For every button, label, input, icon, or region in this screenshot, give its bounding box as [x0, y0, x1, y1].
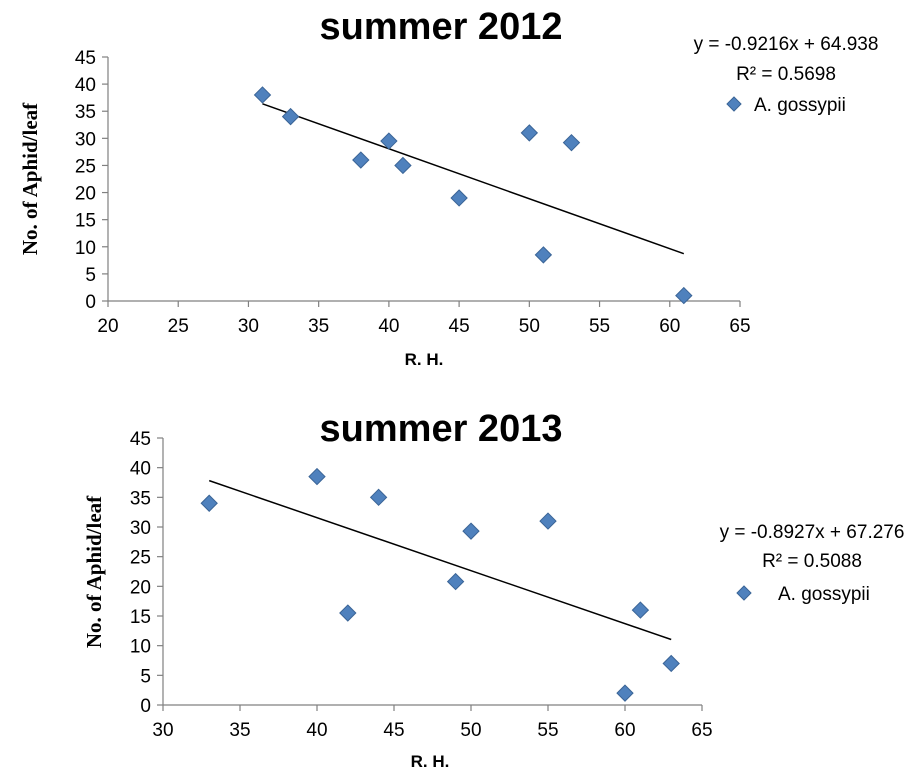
y-tick-label: 10: [130, 637, 151, 658]
x-tick-label: 30: [238, 316, 259, 337]
data-point: [369, 488, 388, 507]
data-point: [200, 494, 218, 512]
y-tick-label: 5: [140, 666, 151, 687]
y-tick-label: 20: [75, 184, 96, 205]
data-point: [616, 684, 634, 702]
y-tick-label: 25: [75, 156, 96, 177]
legend: A. gossypii: [726, 95, 846, 116]
y-tick-label: 10: [75, 238, 96, 259]
y-tick-label: 15: [75, 211, 96, 232]
y-tick-label: 30: [130, 518, 151, 539]
data-point: [380, 132, 398, 150]
x-tick-label: 50: [460, 720, 481, 741]
y-tick-label: 40: [75, 75, 96, 96]
y-axis-label: No. of Aphid/leaf: [18, 102, 42, 255]
chart-title: summer 2013: [320, 408, 563, 450]
x-tick-label: 45: [449, 316, 470, 337]
x-axis-label: R. H.: [405, 350, 444, 369]
legend-marker-icon: [736, 585, 752, 601]
data-point: [539, 512, 557, 530]
data-point: [253, 86, 272, 104]
y-tick-label: 25: [130, 548, 151, 569]
data-point: [446, 572, 465, 591]
y-tick-label: 45: [130, 429, 151, 450]
y-axis-label: No. of Aphid/leaf: [82, 495, 106, 648]
y-tick-label: 15: [130, 607, 151, 628]
data-point: [534, 246, 553, 264]
y-tick-label: 35: [130, 488, 151, 509]
r-squared: R² = 0.5698: [736, 64, 836, 85]
x-tick-label: 45: [383, 720, 404, 741]
chart-title: summer 2012: [320, 6, 563, 48]
data-point: [394, 156, 412, 175]
data-point: [450, 189, 468, 207]
legend-label: A. gossypii: [754, 95, 846, 116]
data-point: [308, 467, 326, 486]
x-tick-label: 20: [97, 316, 118, 337]
trendline-equation: y = -0.8927x + 67.276: [720, 522, 905, 543]
x-tick-label: 60: [659, 316, 680, 337]
x-tick-label: 30: [152, 720, 173, 741]
data-point: [352, 151, 370, 169]
legend: A. gossypii: [736, 584, 870, 605]
data-point: [631, 601, 650, 619]
x-tick-label: 55: [537, 720, 558, 741]
y-tick-label: 30: [75, 129, 96, 150]
x-tick-label: 35: [229, 720, 250, 741]
x-tick-label: 65: [729, 316, 750, 337]
trendline: [208, 479, 672, 641]
x-axis-label: R. H.: [411, 752, 450, 771]
chart-summer-2012: summer 2012 0 5 10 15 20 25 30 35 40 45 20 25 30 35 40 4…: [18, 6, 878, 369]
data-point: [462, 522, 480, 540]
data-point: [662, 654, 680, 673]
data-point: [339, 604, 357, 622]
y-tick-label: 5: [85, 265, 96, 286]
x-tick-label: 55: [589, 316, 610, 337]
y-tick-label: 0: [140, 696, 151, 717]
y-tick-label: 35: [75, 102, 96, 123]
x-tick-label: 60: [614, 720, 635, 741]
data-point: [562, 133, 581, 152]
data-point: [675, 286, 693, 305]
x-tick-label: 25: [168, 316, 189, 337]
trendline-equation: y = -0.9216x + 64.938: [694, 34, 879, 55]
x-tick-label: 50: [519, 316, 540, 337]
legend-label: A. gossypii: [778, 584, 870, 605]
y-tick-label: 40: [130, 459, 151, 480]
data-point: [281, 107, 300, 126]
r-squared: R² = 0.5088: [762, 551, 862, 572]
y-tick-label: 45: [75, 48, 96, 69]
legend-marker-icon: [726, 96, 742, 112]
x-tick-label: 40: [306, 720, 327, 741]
y-tick-label: 20: [130, 577, 151, 598]
y-tick-label: 0: [85, 292, 96, 313]
data-point: [520, 124, 539, 142]
x-tick-label: 40: [378, 316, 399, 337]
chart-summer-2013: summer 2013 0 5 10 15 20 25 30 35 40 45 30 35 40 45 50 5…: [82, 408, 904, 771]
x-tick-label: 35: [308, 316, 329, 337]
x-tick-label: 65: [691, 720, 712, 741]
trendline: [262, 103, 685, 255]
